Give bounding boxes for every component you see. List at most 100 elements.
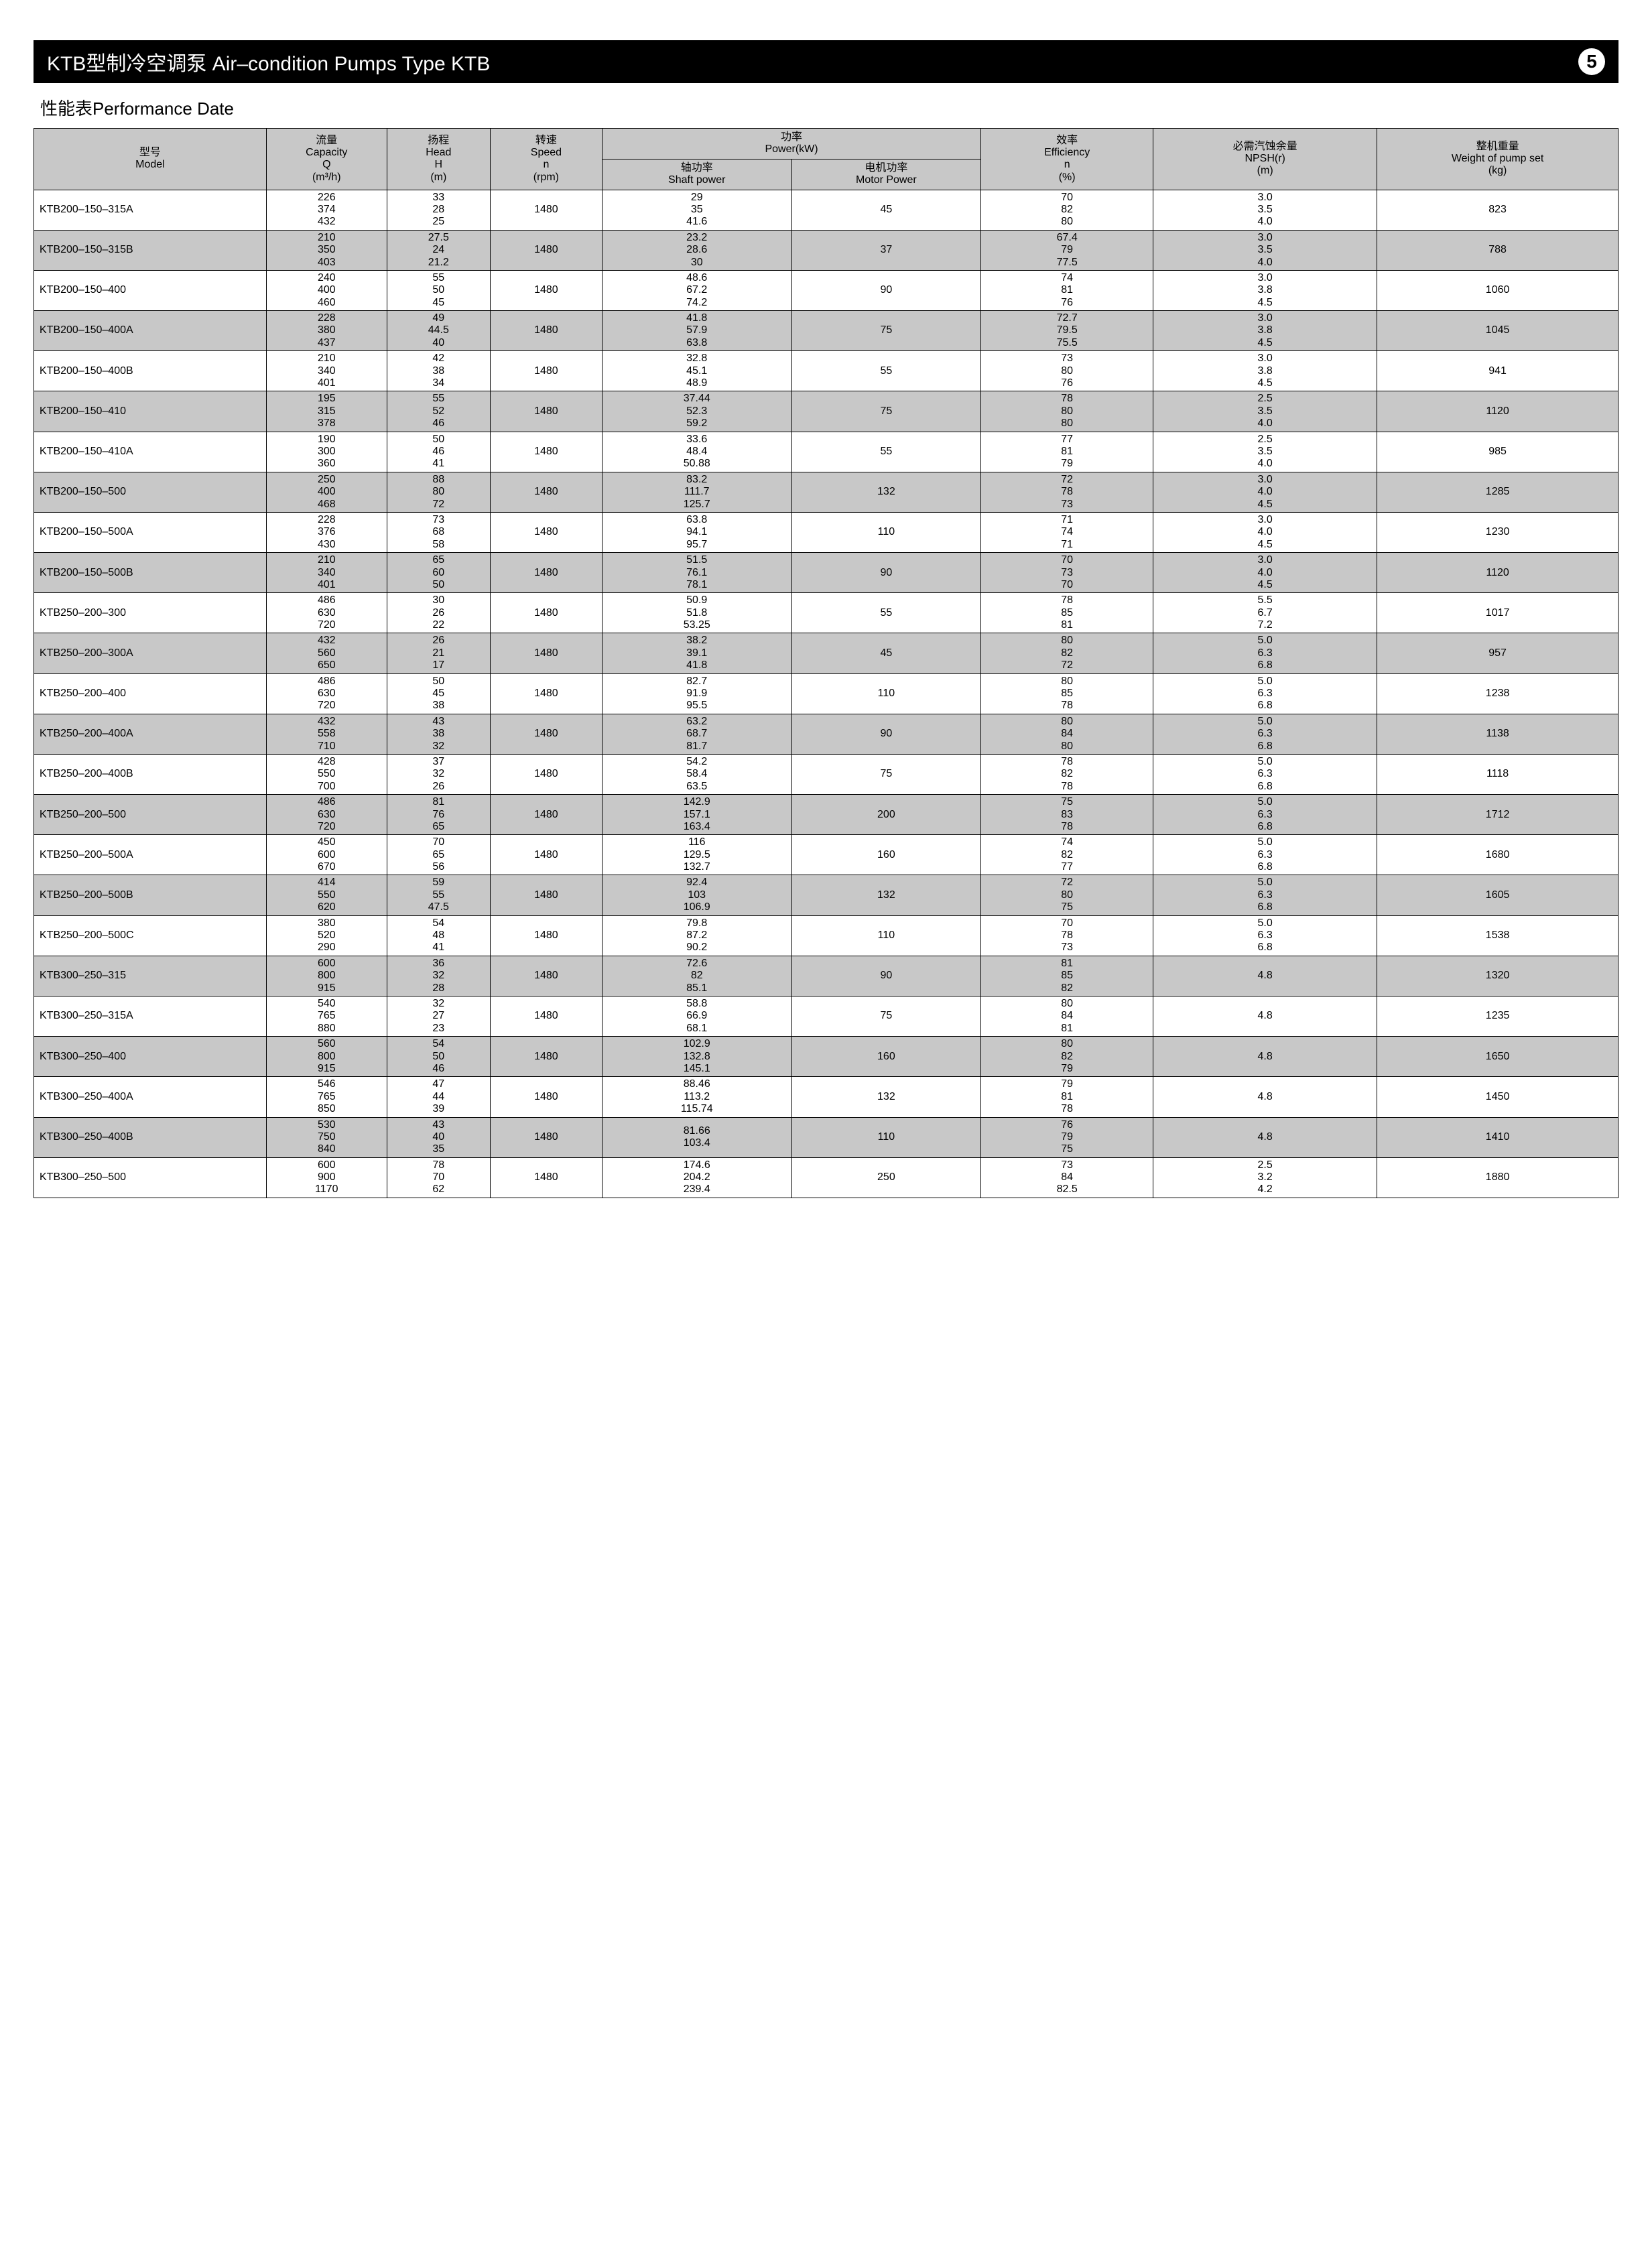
cell-weight: 1118 bbox=[1377, 754, 1618, 794]
col-power: 功率Power(kW) bbox=[602, 129, 980, 159]
cell-speed: 1480 bbox=[490, 1037, 602, 1077]
cell-npsh: 3.0 4.0 4.5 bbox=[1153, 553, 1377, 593]
cell-head: 37 32 26 bbox=[387, 754, 490, 794]
cell-shaft: 83.2 111.7 125.7 bbox=[602, 472, 791, 512]
cell-shaft: 92.4 103 106.9 bbox=[602, 875, 791, 915]
cell-head: 70 65 56 bbox=[387, 835, 490, 875]
cell-capacity: 486 630 720 bbox=[266, 795, 387, 835]
cell-eff: 67.4 79 77.5 bbox=[981, 230, 1153, 270]
cell-weight: 1120 bbox=[1377, 553, 1618, 593]
cell-eff: 80 85 78 bbox=[981, 673, 1153, 714]
cell-capacity: 210 350 403 bbox=[266, 230, 387, 270]
table-header: 型号Model 流量Capacity Q(m³/h) 扬程Head H(m) 转… bbox=[34, 129, 1618, 190]
cell-head: 81 76 65 bbox=[387, 795, 490, 835]
cell-motor: 75 bbox=[791, 754, 981, 794]
cell-speed: 1480 bbox=[490, 190, 602, 230]
cell-head: 88 80 72 bbox=[387, 472, 490, 512]
cell-npsh: 2.5 3.5 4.0 bbox=[1153, 391, 1377, 432]
cell-capacity: 240 400 460 bbox=[266, 270, 387, 310]
cell-capacity: 414 550 620 bbox=[266, 875, 387, 915]
cell-shaft: 32.8 45.1 48.9 bbox=[602, 351, 791, 391]
cell-speed: 1480 bbox=[490, 472, 602, 512]
cell-model: KTB200–150–315A bbox=[34, 190, 267, 230]
cell-shaft: 38.2 39.1 41.8 bbox=[602, 633, 791, 673]
cell-shaft: 33.6 48.4 50.88 bbox=[602, 432, 791, 472]
cell-weight: 1235 bbox=[1377, 996, 1618, 1037]
cell-capacity: 486 630 720 bbox=[266, 593, 387, 633]
cell-weight: 1230 bbox=[1377, 512, 1618, 552]
subtitle: 性能表Performance Date bbox=[40, 95, 1618, 120]
col-speed: 转速Speed n(rpm) bbox=[490, 129, 602, 190]
cell-eff: 74 81 76 bbox=[981, 270, 1153, 310]
cell-motor: 110 bbox=[791, 512, 981, 552]
cell-motor: 160 bbox=[791, 835, 981, 875]
cell-npsh: 5.0 6.3 6.8 bbox=[1153, 633, 1377, 673]
cell-weight: 788 bbox=[1377, 230, 1618, 270]
cell-motor: 110 bbox=[791, 915, 981, 956]
table-row: KTB200–150–400A228 380 43749 44.5 401480… bbox=[34, 311, 1618, 351]
cell-capacity: 226 374 432 bbox=[266, 190, 387, 230]
cell-shaft: 63.2 68.7 81.7 bbox=[602, 714, 791, 754]
cell-model: KTB250–200–400 bbox=[34, 673, 267, 714]
cell-eff: 76 79 75 bbox=[981, 1117, 1153, 1157]
cell-capacity: 600 900 1170 bbox=[266, 1157, 387, 1198]
cell-speed: 1480 bbox=[490, 1117, 602, 1157]
col-shaft: 轴功率Shaft power bbox=[602, 159, 791, 190]
cell-npsh: 4.8 bbox=[1153, 996, 1377, 1037]
cell-capacity: 428 550 700 bbox=[266, 754, 387, 794]
cell-npsh: 3.0 3.8 4.5 bbox=[1153, 351, 1377, 391]
cell-head: 65 60 50 bbox=[387, 553, 490, 593]
cell-model: KTB200–150–410 bbox=[34, 391, 267, 432]
cell-npsh: 3.0 3.8 4.5 bbox=[1153, 270, 1377, 310]
table-row: KTB300–250–400A546 765 85047 44 39148088… bbox=[34, 1077, 1618, 1117]
table-row: KTB300–250–500600 900 117078 70 62148017… bbox=[34, 1157, 1618, 1198]
cell-motor: 110 bbox=[791, 1117, 981, 1157]
cell-shaft: 81.66 103.4 bbox=[602, 1117, 791, 1157]
cell-shaft: 174.6 204.2 239.4 bbox=[602, 1157, 791, 1198]
cell-speed: 1480 bbox=[490, 593, 602, 633]
cell-model: KTB250–200–300A bbox=[34, 633, 267, 673]
cell-eff: 79 81 78 bbox=[981, 1077, 1153, 1117]
cell-eff: 72 80 75 bbox=[981, 875, 1153, 915]
cell-weight: 1410 bbox=[1377, 1117, 1618, 1157]
cell-weight: 1120 bbox=[1377, 391, 1618, 432]
cell-eff: 80 82 79 bbox=[981, 1037, 1153, 1077]
table-row: KTB200–150–400B210 340 40142 38 34148032… bbox=[34, 351, 1618, 391]
cell-model: KTB250–200–500B bbox=[34, 875, 267, 915]
cell-head: 27.5 24 21.2 bbox=[387, 230, 490, 270]
cell-motor: 160 bbox=[791, 1037, 981, 1077]
cell-shaft: 41.8 57.9 63.8 bbox=[602, 311, 791, 351]
cell-motor: 200 bbox=[791, 795, 981, 835]
cell-weight: 1060 bbox=[1377, 270, 1618, 310]
table-row: KTB250–200–500A450 600 67070 65 56148011… bbox=[34, 835, 1618, 875]
cell-head: 73 68 58 bbox=[387, 512, 490, 552]
cell-head: 55 52 46 bbox=[387, 391, 490, 432]
table-row: KTB250–200–300486 630 72030 26 22148050.… bbox=[34, 593, 1618, 633]
cell-speed: 1480 bbox=[490, 351, 602, 391]
cell-npsh: 5.0 6.3 6.8 bbox=[1153, 875, 1377, 915]
cell-head: 50 45 38 bbox=[387, 673, 490, 714]
cell-eff: 77 81 79 bbox=[981, 432, 1153, 472]
cell-capacity: 486 630 720 bbox=[266, 673, 387, 714]
cell-npsh: 5.0 6.3 6.8 bbox=[1153, 835, 1377, 875]
table-body: KTB200–150–315A226 374 43233 28 25148029… bbox=[34, 190, 1618, 1198]
cell-eff: 80 84 81 bbox=[981, 996, 1153, 1037]
cell-speed: 1480 bbox=[490, 633, 602, 673]
cell-speed: 1480 bbox=[490, 795, 602, 835]
cell-shaft: 58.8 66.9 68.1 bbox=[602, 996, 791, 1037]
cell-model: KTB300–250–400 bbox=[34, 1037, 267, 1077]
page-number-badge: 5 bbox=[1578, 48, 1605, 75]
cell-motor: 75 bbox=[791, 996, 981, 1037]
cell-npsh: 2.5 3.2 4.2 bbox=[1153, 1157, 1377, 1198]
cell-speed: 1480 bbox=[490, 1077, 602, 1117]
cell-speed: 1480 bbox=[490, 996, 602, 1037]
cell-speed: 1480 bbox=[490, 673, 602, 714]
cell-speed: 1480 bbox=[490, 270, 602, 310]
cell-model: KTB200–150–500 bbox=[34, 472, 267, 512]
cell-eff: 78 82 78 bbox=[981, 754, 1153, 794]
cell-weight: 1538 bbox=[1377, 915, 1618, 956]
cell-weight: 1320 bbox=[1377, 956, 1618, 996]
cell-npsh: 5.0 6.3 6.8 bbox=[1153, 673, 1377, 714]
cell-model: KTB200–150–400 bbox=[34, 270, 267, 310]
cell-weight: 957 bbox=[1377, 633, 1618, 673]
